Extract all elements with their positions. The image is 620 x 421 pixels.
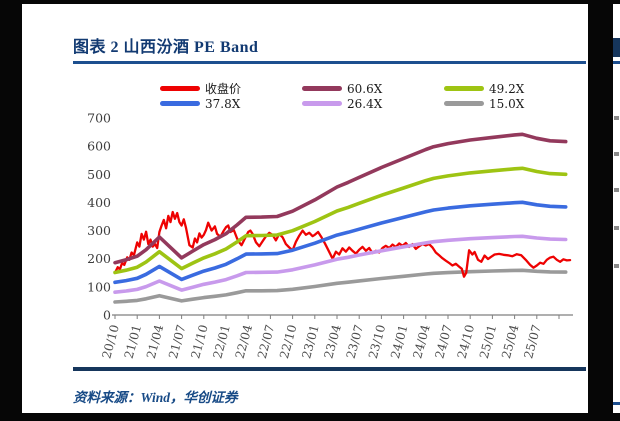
x-axis-tick-label: 25/01	[477, 323, 499, 360]
y-axis-tick-label: 200	[87, 251, 111, 266]
x-axis-tick-label: 22/10	[277, 323, 299, 360]
close-price-line	[113, 210, 572, 278]
legend-label: 26.4X	[347, 96, 383, 111]
y-axis-tick-label: 100	[87, 279, 111, 294]
legend-label: 60.6X	[347, 81, 383, 96]
x-axis-tick-label: 20/10	[99, 323, 121, 360]
adjacent-text-fragment	[614, 226, 619, 230]
legend-item: 15.0X	[444, 96, 525, 111]
pe-band-line-15x	[113, 268, 568, 304]
pe-band-line-49_2x	[113, 166, 568, 275]
legend-item: 49.2X	[444, 81, 525, 96]
y-axis-tick-label: 500	[87, 167, 111, 182]
y-axis-tick-label: 400	[87, 195, 111, 210]
y-axis-tick-label: 0	[103, 308, 111, 323]
x-axis-tick-label: 22/04	[233, 323, 256, 360]
adjacent-bottom-rule	[613, 402, 620, 405]
pe-band-line-60_6x	[113, 132, 568, 265]
x-axis-tick-label: 23/04	[321, 323, 344, 360]
legend-swatch	[444, 86, 484, 91]
legend-swatch	[444, 101, 484, 106]
legend-item: 60.6X	[302, 81, 383, 96]
pe-band-line-37_8x	[113, 200, 568, 285]
x-axis-tick-label: 25/07	[521, 323, 543, 360]
legend-item: 37.8X	[160, 96, 241, 111]
adjacent-text-fragment	[614, 188, 619, 192]
x-axis-tick-label: 24/10	[455, 323, 477, 360]
x-axis-tick-label: 21/07	[166, 323, 188, 360]
legend-swatch	[302, 101, 342, 106]
legend-swatch	[160, 101, 200, 106]
x-axis-tick-label: 23/01	[299, 323, 321, 360]
legend-label: 收盘价	[205, 82, 242, 96]
source-note: 资料来源：Wind，华创证券	[73, 390, 238, 405]
pe-band-line-26_4x	[113, 234, 568, 294]
adjacent-text-fragment	[614, 116, 619, 120]
title-rule	[73, 61, 586, 64]
legend-label: 15.0X	[489, 96, 525, 111]
y-axis-tick-label: 600	[87, 139, 111, 154]
adjacent-page-sliver	[613, 4, 620, 413]
adjacent-text-fragment	[614, 264, 619, 268]
report-page: 图表 2 山西汾酒 PE Band 收盘价 60.6X 49.2X 37.8X 26.4…	[22, 4, 588, 413]
bottom-rule	[73, 367, 586, 371]
x-axis-tick-label: 22/07	[255, 323, 277, 360]
x-axis-tick-label: 24/07	[432, 323, 454, 360]
legend-swatch	[302, 86, 342, 91]
adjacent-figure-header-bar	[613, 38, 620, 57]
legend-label: 37.8X	[205, 96, 241, 111]
y-axis-tick-label: 700	[87, 111, 111, 126]
adjacent-title-rule	[613, 61, 620, 64]
figure-title: 图表 2 山西汾酒 PE Band	[73, 39, 259, 56]
x-axis-tick-label: 21/04	[144, 323, 167, 360]
y-axis-tick-label: 300	[87, 223, 111, 238]
x-axis-tick-label: 21/10	[188, 323, 210, 360]
x-axis-tick-label: 23/10	[366, 323, 388, 360]
chart-legend: 收盘价 60.6X 49.2X 37.8X 26.4X 15.0X	[22, 4, 588, 111]
legend-item: 26.4X	[302, 96, 383, 111]
x-axis-tick-label: 22/01	[210, 323, 232, 360]
x-axis-tick-label: 24/01	[388, 323, 410, 360]
x-axis-tick-label: 21/01	[122, 323, 144, 360]
legend-item: 收盘价	[160, 82, 242, 96]
legend-swatch	[160, 86, 200, 91]
x-axis-tick-label: 25/04	[499, 323, 522, 360]
x-axis-tick-label: 24/04	[410, 323, 433, 360]
x-axis-tick-label: 23/07	[344, 323, 366, 360]
legend-label: 49.2X	[489, 81, 525, 96]
adjacent-text-fragment	[614, 152, 619, 156]
